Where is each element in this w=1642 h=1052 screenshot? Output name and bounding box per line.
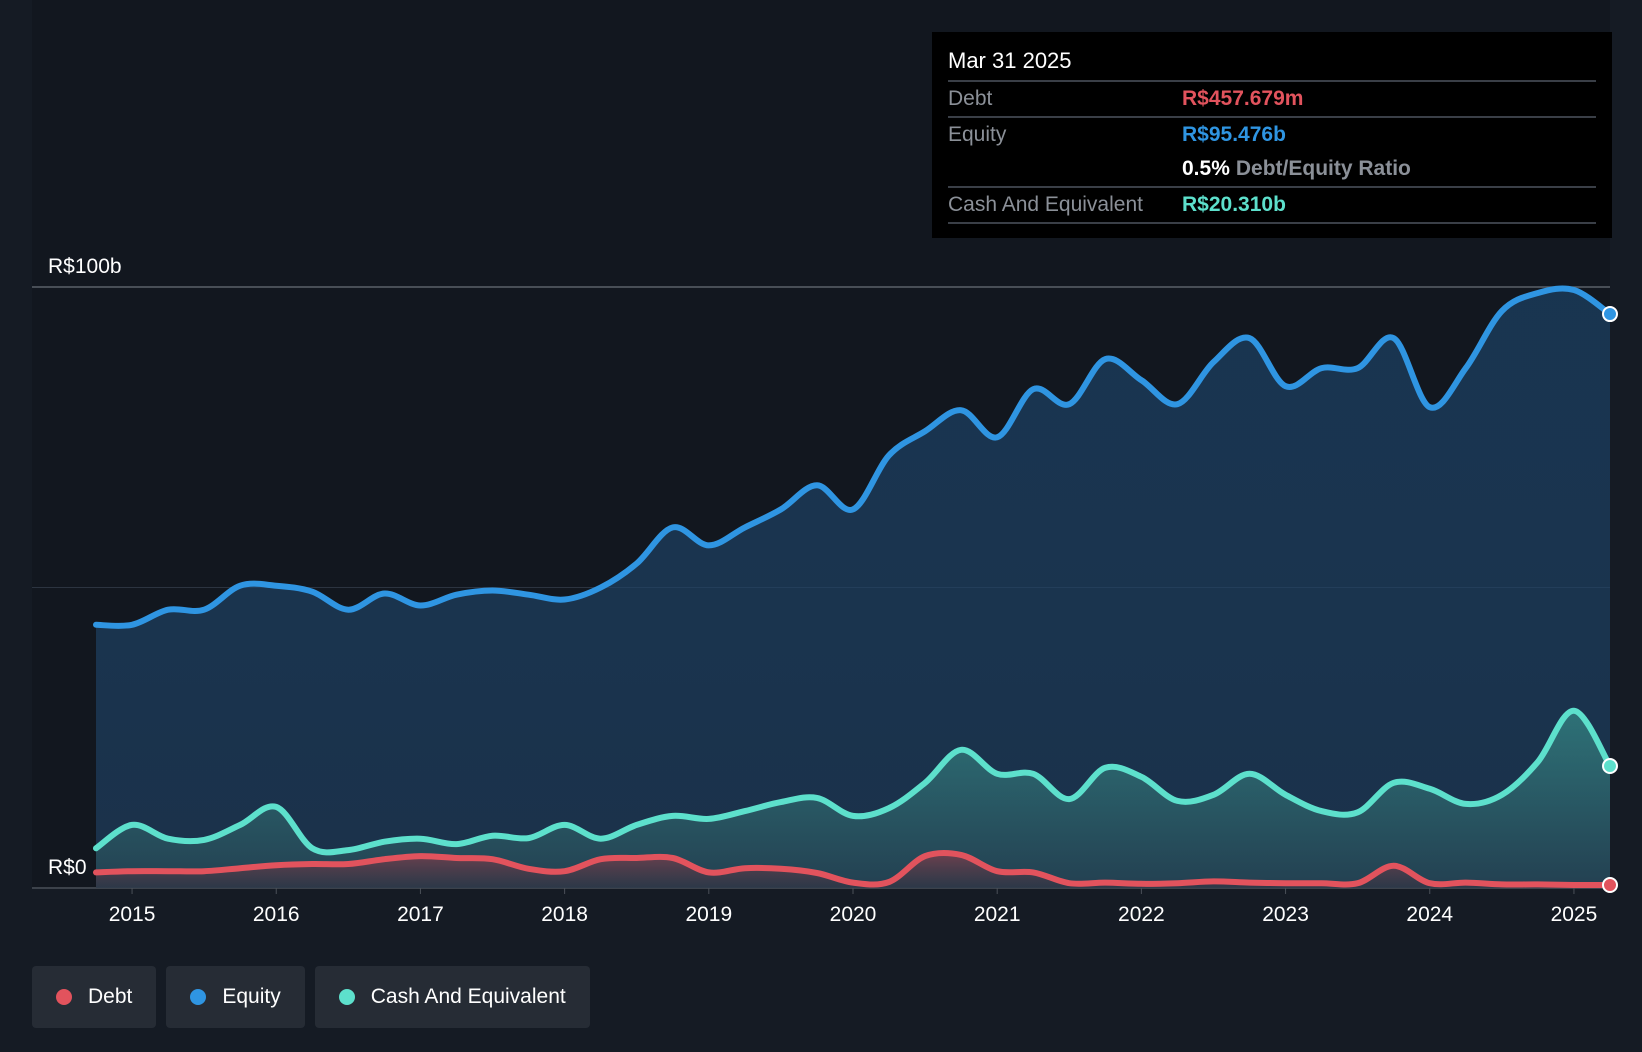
tooltip-row-equity: Equity R$95.476b bbox=[948, 116, 1596, 152]
equity-end-point bbox=[1602, 306, 1618, 323]
x-tick-label: 2025 bbox=[1551, 903, 1598, 926]
x-tick-label: 2016 bbox=[253, 903, 300, 926]
y-tick-label: R$100b bbox=[48, 255, 122, 278]
equity-area bbox=[96, 288, 1610, 889]
debt-dot-icon bbox=[56, 989, 72, 1005]
legend-equity-label: Equity bbox=[222, 985, 281, 1008]
y-tick-label: R$0 bbox=[48, 856, 87, 879]
tooltip-equity-label: Equity bbox=[948, 123, 1007, 146]
legend-item-equity[interactable]: Equity bbox=[166, 966, 305, 1028]
x-tick-label: 2020 bbox=[830, 903, 877, 926]
x-tick-label: 2024 bbox=[1406, 903, 1453, 926]
tooltip-debt-label: Debt bbox=[948, 87, 993, 110]
legend-cash-label: Cash And Equivalent bbox=[370, 985, 566, 1008]
tooltip-debt-value: R$457.679m bbox=[1182, 87, 1304, 110]
debt-area bbox=[96, 852, 1610, 888]
x-tick-label: 2023 bbox=[1262, 903, 1309, 926]
equity-line bbox=[93, 285, 1613, 629]
legend-item-debt[interactable]: Debt bbox=[32, 966, 157, 1028]
cash-dot-icon bbox=[338, 989, 355, 1005]
tooltip-row-ratio: 0.5% Debt/Equity Ratio bbox=[948, 152, 1596, 186]
tooltip-date: Mar 31 2025 bbox=[948, 48, 1072, 73]
tooltip-panel: Mar 31 2025 Debt R$457.679m Equity R$95.… bbox=[932, 32, 1612, 238]
legend-debt-label: Debt bbox=[88, 985, 133, 1008]
x-tick-label: 2022 bbox=[1118, 903, 1165, 926]
x-tick-label: 2015 bbox=[109, 903, 156, 926]
debt-line bbox=[93, 849, 1613, 889]
tooltip-cash-label: Cash And Equivalent bbox=[948, 193, 1143, 216]
x-tick-label: 2019 bbox=[685, 903, 732, 926]
x-tick-label: 2017 bbox=[397, 903, 444, 926]
tooltip-equity-value: R$95.476b bbox=[1182, 123, 1286, 146]
cash-area bbox=[96, 710, 1610, 888]
x-tick-label: 2021 bbox=[974, 903, 1021, 926]
tooltip-row-debt: Debt R$457.679m bbox=[948, 80, 1596, 116]
tooltip-ratio-value: 0.5% bbox=[1182, 157, 1230, 180]
equity-dot-icon bbox=[190, 989, 207, 1005]
tooltip-ratio-label: Debt/Equity Ratio bbox=[1235, 157, 1411, 180]
tooltip-row-cash: Cash And Equivalent R$20.310b bbox=[948, 186, 1596, 222]
legend: Debt Equity Cash And Equivalent bbox=[32, 966, 590, 1028]
debt-end-point bbox=[1602, 876, 1618, 893]
cash-end-point bbox=[1602, 757, 1618, 774]
cash-line bbox=[93, 707, 1613, 856]
legend-item-cash[interactable]: Cash And Equivalent bbox=[314, 966, 590, 1028]
x-tick-label: 2018 bbox=[541, 903, 588, 926]
tooltip-cash-value: R$20.310b bbox=[1182, 193, 1286, 216]
